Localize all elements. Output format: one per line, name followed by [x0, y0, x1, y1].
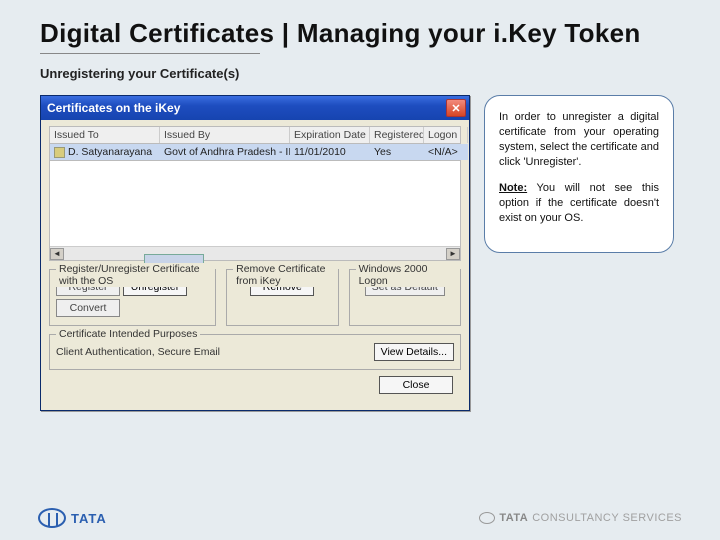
cell-issued-to: D. Satyanarayana	[68, 146, 152, 158]
convert-button: Convert	[56, 299, 120, 317]
tata-oval-icon	[38, 508, 66, 528]
purposes-text: Client Authentication, Secure Email	[56, 346, 366, 358]
dialog-title: Certificates on the iKey	[47, 101, 180, 115]
slide-footer: TATA TATA CONSULTANCY SERVICES	[0, 508, 720, 528]
view-details-button[interactable]: View Details...	[374, 343, 454, 361]
callout-paragraph-2: Note: You will not see this option if th…	[499, 181, 659, 226]
list-area[interactable]: ◄ ►	[49, 161, 461, 261]
col-expiration[interactable]: Expiration Date	[290, 127, 370, 143]
close-icon[interactable]: ✕	[446, 99, 466, 117]
group-logon-legend: Windows 2000 Logon	[356, 263, 460, 287]
cell-registered: Yes	[370, 144, 424, 160]
page-title: Digital Certificates | Managing your i.K…	[40, 18, 680, 49]
col-registered[interactable]: Registered	[370, 127, 424, 143]
callout-paragraph-1: In order to unregister a digital certifi…	[499, 110, 659, 169]
group-register-legend: Register/Unregister Certificate with the…	[56, 263, 215, 287]
horizontal-scrollbar[interactable]: ◄ ►	[50, 246, 460, 260]
instruction-callout: In order to unregister a digital certifi…	[484, 95, 674, 253]
scroll-right-icon[interactable]: ►	[446, 248, 460, 260]
table-row[interactable]: D. Satyanarayana Govt of Andhra Pradesh …	[49, 144, 461, 161]
scroll-left-icon[interactable]: ◄	[50, 248, 64, 260]
certificates-dialog: Certificates on the iKey ✕ Issued To Iss…	[40, 95, 470, 411]
col-logon[interactable]: Logon	[424, 127, 468, 143]
note-label: Note:	[499, 182, 527, 194]
cell-expiration: 11/01/2010	[290, 144, 370, 160]
dialog-titlebar[interactable]: Certificates on the iKey ✕	[41, 96, 469, 120]
title-divider	[40, 53, 260, 54]
page-subtitle: Unregistering your Certificate(s)	[40, 66, 680, 81]
tata-text: TATA	[71, 511, 107, 526]
col-issued-by[interactable]: Issued By	[160, 127, 290, 143]
group-purposes-legend: Certificate Intended Purposes	[56, 328, 200, 340]
list-header: Issued To Issued By Expiration Date Regi…	[49, 126, 461, 144]
cell-issued-by: Govt of Andhra Pradesh - II	[160, 144, 290, 160]
col-issued-to[interactable]: Issued To	[50, 127, 160, 143]
certificate-icon	[54, 147, 65, 158]
tcs-logo: TATA CONSULTANCY SERVICES	[479, 512, 682, 524]
tcs-oval-icon	[479, 512, 495, 524]
close-button[interactable]: Close	[379, 376, 453, 394]
group-remove-legend: Remove Certificate from iKey	[233, 263, 337, 287]
tcs-rest: CONSULTANCY SERVICES	[532, 512, 682, 524]
cell-logon: <N/A>	[424, 144, 468, 160]
tcs-bold: TATA	[499, 512, 528, 524]
tata-logo: TATA	[38, 508, 107, 528]
